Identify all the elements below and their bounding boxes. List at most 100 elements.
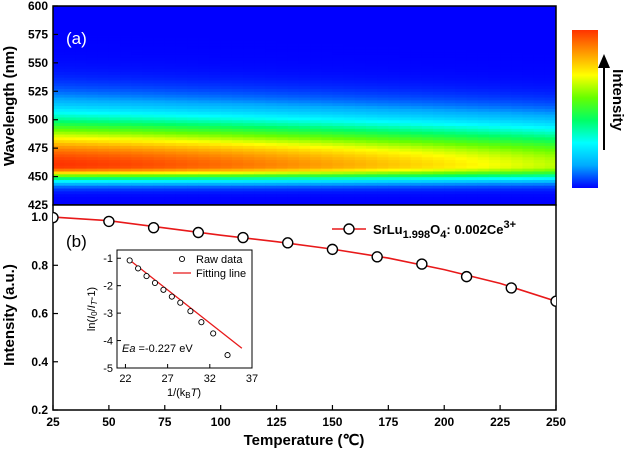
heatmap-cell [365,51,378,55]
heatmap-cell [243,119,255,124]
heatmap-cell [488,193,501,198]
heatmap-cell [477,102,490,107]
heatmap-cell [522,40,535,44]
heatmap-cell [108,45,121,50]
heatmap-cell [466,159,479,163]
heatmap-cell [410,185,423,189]
heatmap-cell [500,94,512,98]
heatmap-cell [231,114,244,118]
heatmap-cell [198,31,211,36]
heatmap-cell [332,91,345,95]
heatmap-cell [310,85,322,90]
inset-y-tick-label: -3 [103,308,113,320]
heatmap-cell [75,193,88,198]
heatmap-cell [500,74,512,78]
heatmap-cell [243,114,255,118]
heatmap-cell [321,79,334,84]
heatmap-cell [243,23,255,27]
heatmap-cell [399,45,412,50]
heatmap-cell [142,202,155,205]
heatmap-cell [164,34,177,38]
heatmap-cell [265,122,278,126]
heatmap-cell [365,48,378,53]
heatmap-cell [220,94,233,98]
heatmap-cell [175,51,188,55]
heatmap-cell [287,37,300,41]
heatmap-cell [455,17,468,21]
heatmap-cell [500,193,512,198]
heatmap-cell [198,88,211,92]
heatmap-cell [298,199,311,203]
heatmap-cell [477,23,490,27]
heatmap-cell [220,57,233,61]
heatmap-cell [522,99,535,104]
heatmap-cell [477,202,490,205]
heatmap-cell [75,102,88,107]
heatmap-cell [421,74,434,78]
heatmap-cell [108,25,121,30]
heatmap-cell [455,62,468,67]
heatmap-cell [187,162,199,166]
heatmap-cell [544,82,556,87]
heatmap-cell [477,60,490,64]
heatmap-cell [533,150,546,155]
lineplot-x-tick-label: 175 [378,415,398,429]
heatmap-cell [142,170,155,175]
heatmap-cell [511,159,524,163]
heatmap-cell [142,102,155,107]
heatmap-cell [175,23,188,27]
heatmap-cell [533,54,546,58]
heatmap-cell [175,168,188,172]
heatmap-cell [287,142,300,146]
heatmap-cell [477,77,490,81]
legend-main: SrLu [373,222,403,237]
heatmap-cell [310,11,322,16]
heatmap-cell [332,108,345,112]
heatmap-cell [421,114,434,118]
heatmap-cell [511,79,524,84]
heatmap-cell [522,193,535,198]
heatmap-cell [433,116,445,121]
heatmap-cell [500,156,512,161]
heatmap-cell [231,193,244,198]
heatmap-cell [488,119,501,124]
heatmap-cell [544,23,556,27]
lineplot-x-tick-label: 150 [322,415,342,429]
heatmap-cell [488,11,501,16]
heatmap-cell [444,20,456,24]
heatmap-cell [209,162,222,166]
heatmap-cell [500,159,512,163]
heatmap-cell [287,122,300,126]
heatmap-cell [120,105,132,109]
inset-y-tick-label: -1 [103,253,113,265]
heatmap-cell [544,116,556,121]
data-point [53,211,59,224]
heatmap-cell [343,168,356,172]
heatmap-cell [332,37,345,41]
heatmap-cell [108,96,121,101]
heatmap-cell [332,51,345,55]
heatmap-cell [466,131,479,135]
heatmap-cell [410,119,423,124]
heatmap-cell [265,23,278,27]
heatmap-cell [466,125,479,129]
heatmap-cell [254,6,266,10]
heatmap-cell [511,68,524,72]
heatmap-cell [231,51,244,55]
heatmap-cell [399,28,412,33]
heatmap-cell [153,34,166,38]
heatmap-cell [444,131,456,135]
heatmap-cell [198,17,211,21]
heatmap-cell [254,57,266,61]
heatmap-cell [198,85,211,90]
heatmap-cell [343,136,356,141]
heatmap-cell [310,179,322,183]
heatmap-cell [276,40,289,44]
heatmap-cell [243,60,255,64]
heatmap-cell [231,20,244,24]
heatmap-cell [164,48,177,53]
heatmap-cell [522,148,535,152]
heatmap-cell [198,25,211,30]
heatmap-cell [153,77,166,81]
heatmap-cell [265,57,278,61]
